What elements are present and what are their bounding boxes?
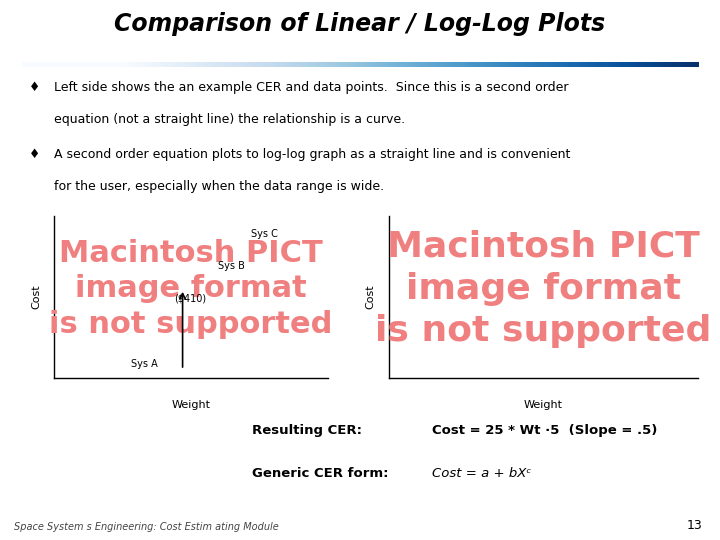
Text: Generic CER form:: Generic CER form: bbox=[252, 467, 389, 480]
Text: ♦: ♦ bbox=[29, 148, 40, 161]
Text: Sys B: Sys B bbox=[218, 261, 245, 272]
Text: Comparison of Linear / Log-Log Plots: Comparison of Linear / Log-Log Plots bbox=[114, 12, 606, 36]
Text: 13: 13 bbox=[686, 519, 702, 532]
Text: Macintosh PICT
image format
is not supported: Macintosh PICT image format is not suppo… bbox=[49, 239, 333, 339]
Text: Macintosh PICT
image format
is not supported: Macintosh PICT image format is not suppo… bbox=[375, 230, 712, 348]
Text: ♦: ♦ bbox=[29, 80, 40, 93]
Text: Cost: Cost bbox=[31, 285, 41, 309]
Text: Sys A: Sys A bbox=[130, 359, 158, 369]
Text: Weight: Weight bbox=[171, 400, 210, 410]
Text: Space System s Engineering: Cost Estim ating Module: Space System s Engineering: Cost Estim a… bbox=[14, 522, 279, 532]
Text: Cost = a + bXᶜ: Cost = a + bXᶜ bbox=[432, 467, 531, 480]
Text: Cost: Cost bbox=[366, 285, 376, 309]
Text: A second order equation plots to log-log graph as a straight line and is conveni: A second order equation plots to log-log… bbox=[54, 148, 570, 161]
Text: Left side shows the an example CER and data points.  Since this is a second orde: Left side shows the an example CER and d… bbox=[54, 80, 569, 93]
Text: equation (not a straight line) the relationship is a curve.: equation (not a straight line) the relat… bbox=[54, 113, 405, 126]
Text: Resulting CER:: Resulting CER: bbox=[252, 424, 362, 437]
Text: Weight: Weight bbox=[524, 400, 563, 410]
Text: Cost = 25 * Wt ·5  (Slope = .5): Cost = 25 * Wt ·5 (Slope = .5) bbox=[432, 424, 657, 437]
Text: ($410): ($410) bbox=[174, 294, 207, 304]
Text: for the user, especially when the data range is wide.: for the user, especially when the data r… bbox=[54, 180, 384, 193]
Text: Sys C: Sys C bbox=[251, 229, 278, 239]
